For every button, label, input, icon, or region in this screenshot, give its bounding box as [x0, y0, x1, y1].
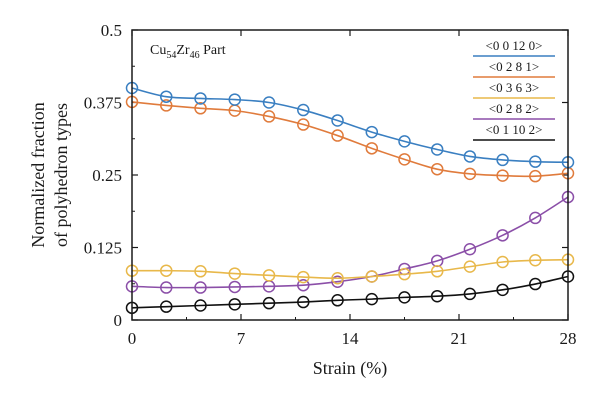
y-tick-label: 0 — [114, 311, 123, 330]
tick-labels: 0 7 14 21 28 0 0.125 0.25 0.375 0.5 — [84, 21, 577, 348]
data-point — [160, 300, 173, 313]
y-axis-title-line2: of polyhedron types — [51, 103, 71, 247]
data-point — [529, 277, 542, 291]
data-point — [529, 254, 542, 267]
data-point — [262, 110, 276, 123]
data-point — [496, 255, 509, 269]
data-point — [228, 280, 242, 294]
data-point — [262, 296, 276, 310]
plot-frame — [131, 29, 569, 321]
y-tick-label: 0.125 — [84, 239, 122, 258]
data-point — [529, 169, 542, 183]
series-line — [131, 196, 569, 289]
x-axis-title: Strain (%) — [313, 358, 387, 379]
data-point — [297, 103, 310, 117]
series-line — [131, 87, 569, 164]
data-point — [463, 167, 477, 181]
data-point — [160, 90, 173, 103]
x-tick-label: 0 — [128, 329, 137, 348]
data-point — [365, 142, 379, 155]
data-point — [331, 271, 344, 285]
data-point — [430, 162, 444, 176]
y-axis-title-line1: Normalized fraction — [28, 102, 48, 247]
data-point — [365, 292, 379, 306]
legend-label: <0 2 8 1> — [489, 59, 539, 74]
legend-label: <0 2 8 2> — [489, 101, 539, 116]
legend-label: <0 1 10 2> — [486, 122, 543, 137]
y-tick-label: 0.5 — [101, 21, 122, 40]
series-layer — [125, 81, 575, 315]
data-point — [228, 298, 242, 311]
data-point — [228, 93, 242, 106]
data-point — [297, 270, 310, 284]
series-line — [131, 275, 569, 309]
data-point — [496, 283, 509, 297]
data-point — [398, 267, 411, 281]
data-point — [398, 153, 411, 166]
data-point — [496, 229, 509, 242]
data-point — [262, 269, 276, 282]
data-point — [194, 281, 207, 294]
series-line — [131, 101, 569, 178]
data-point — [365, 270, 379, 283]
data-point — [430, 265, 444, 278]
data-point — [194, 102, 207, 115]
data-point — [463, 242, 477, 256]
data-point — [496, 169, 509, 182]
data-point — [430, 289, 444, 303]
data-point — [297, 295, 310, 309]
data-point — [331, 129, 344, 142]
data-point — [297, 278, 310, 292]
data-point — [463, 150, 477, 163]
legend-label: <0 0 12 0> — [486, 38, 543, 53]
legend: <0 0 12 0> <0 2 8 1> <0 3 6 3> <0 2 8 2> <0 … — [469, 32, 559, 145]
data-point — [365, 125, 379, 139]
data-point — [529, 211, 542, 225]
x-tick-label: 21 — [451, 329, 468, 348]
x-tick-label: 14 — [342, 329, 360, 348]
series-line — [131, 258, 569, 280]
data-point — [331, 114, 344, 127]
data-point — [398, 291, 411, 304]
data-point — [463, 287, 477, 301]
y-tick-label: 0.375 — [84, 94, 122, 113]
y-tick-label: 0.25 — [92, 166, 122, 185]
data-point — [297, 118, 310, 131]
data-point — [160, 281, 173, 294]
legend-label: <0 3 6 3> — [489, 80, 539, 95]
data-point — [194, 92, 207, 105]
x-tick-label: 7 — [237, 329, 246, 348]
data-point — [331, 294, 344, 307]
data-point — [160, 264, 173, 277]
data-point — [463, 260, 477, 273]
data-point — [398, 135, 411, 148]
data-point — [194, 265, 207, 278]
data-point — [331, 275, 344, 288]
data-point — [160, 99, 173, 112]
data-point — [228, 267, 242, 280]
data-point — [262, 96, 276, 109]
legend-background — [469, 32, 559, 145]
composition-annotation: Cu54Zr46 Part — [150, 43, 226, 61]
data-point — [194, 299, 207, 312]
x-tick-label: 28 — [560, 329, 577, 348]
data-point — [430, 143, 444, 156]
data-point — [529, 155, 542, 168]
data-point — [496, 153, 509, 167]
